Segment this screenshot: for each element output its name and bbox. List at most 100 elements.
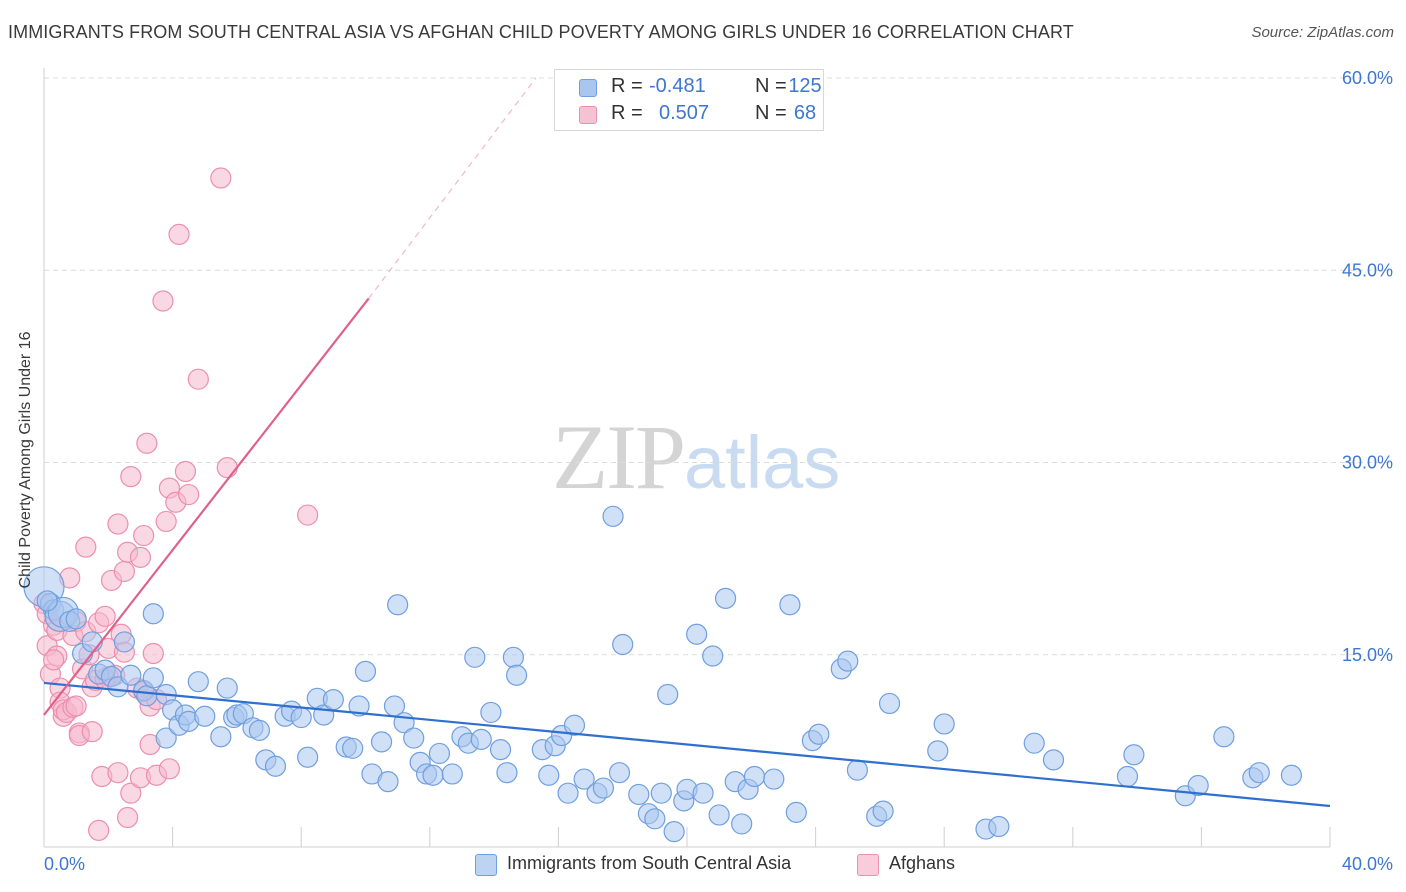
south-central-asia-point xyxy=(348,695,370,717)
watermark-zip: ZIP xyxy=(552,406,686,508)
south-central-asia-point xyxy=(1248,762,1270,784)
south-central-asia-point xyxy=(628,783,650,806)
afghans-point xyxy=(152,290,174,312)
south-central-asia-point xyxy=(470,728,492,750)
south-central-asia-point xyxy=(187,671,209,693)
n-label: N = xyxy=(755,75,787,97)
south-central-asia-point xyxy=(387,594,409,616)
south-central-asia-point xyxy=(663,821,685,843)
y-axis-label: Child Poverty Among Girls Under 16 xyxy=(17,331,34,589)
south-central-asia-point xyxy=(464,646,486,668)
south-central-asia-point xyxy=(608,762,631,784)
afghans-point xyxy=(94,605,116,627)
afghans-point xyxy=(107,762,129,784)
south-central-asia-point xyxy=(194,705,216,727)
south-central-asia-point xyxy=(538,764,560,786)
south-central-asia-point xyxy=(441,763,463,785)
south-central-asia-point xyxy=(120,664,142,686)
south-central-asia-point xyxy=(342,737,364,759)
afghans-point xyxy=(178,483,200,506)
south-central-asia-point xyxy=(557,782,579,804)
south-central-asia-point xyxy=(1042,749,1065,771)
south-central-asia-point xyxy=(1213,726,1235,748)
south-central-asia-point xyxy=(216,677,238,699)
south-central-asia-point xyxy=(264,755,287,777)
n-value: 68 xyxy=(793,102,817,124)
trend-lines xyxy=(43,77,1331,808)
south-central-asia-point xyxy=(779,594,801,616)
afghans-point xyxy=(116,806,139,829)
afghans-point xyxy=(75,536,97,558)
y-tick-label: 45.0% xyxy=(1342,260,1393,280)
south-central-asia-point xyxy=(846,759,868,781)
grid-layer xyxy=(44,77,1392,656)
afghans-point xyxy=(174,460,197,483)
south-central-asia-point xyxy=(988,815,1010,838)
south-central-asia-point xyxy=(785,801,807,823)
south-central-asia-point xyxy=(872,800,894,822)
south-central-asia-point xyxy=(480,701,502,724)
south-central-asia-point xyxy=(136,685,158,707)
blue-swatch xyxy=(579,79,597,97)
axis-layer xyxy=(43,68,1331,848)
legend-label: Immigrants from South Central Asia xyxy=(507,853,792,873)
afghans-point xyxy=(43,649,65,671)
trend-line-afghans-extension xyxy=(368,77,537,299)
south-central-asia-point xyxy=(370,731,393,753)
source-label: Source: ZipAtlas.com xyxy=(1251,24,1394,41)
south-central-asia-point xyxy=(1116,765,1139,788)
south-central-asia-point xyxy=(763,768,785,790)
south-central-asia-point xyxy=(113,631,135,653)
south-central-asia-point xyxy=(81,631,103,653)
south-central-asia-point xyxy=(933,713,955,735)
south-central-asia-point xyxy=(290,706,312,729)
south-central-asia-point xyxy=(422,764,444,786)
south-central-asia-point xyxy=(563,714,586,736)
south-central-asia-point xyxy=(489,738,512,761)
afghans-point xyxy=(155,510,177,533)
south-central-asia-point xyxy=(1187,774,1209,797)
south-central-asia-point xyxy=(602,505,624,527)
south-central-asia-point xyxy=(714,587,737,609)
south-central-asia-point xyxy=(702,645,724,667)
south-central-asia-point xyxy=(692,782,714,804)
south-central-asia-point xyxy=(142,667,164,689)
pink-swatch xyxy=(579,106,597,124)
south-central-asia-point xyxy=(644,808,666,830)
r-value: 0.507 xyxy=(659,102,710,124)
south-central-asia-point xyxy=(708,804,730,826)
south-central-asia-point xyxy=(878,692,901,715)
afghans-point xyxy=(113,560,135,583)
n-value: 125 xyxy=(788,75,822,97)
legend-swatch-blue xyxy=(475,854,497,876)
south-central-asia-point xyxy=(927,740,949,762)
south-central-asia-point xyxy=(686,623,708,645)
south-central-asia-point xyxy=(377,771,399,793)
afghans-point xyxy=(297,504,319,526)
south-central-asia-points xyxy=(23,505,1303,843)
afghans-point xyxy=(107,513,129,535)
y-tick-label: 15.0% xyxy=(1342,645,1393,665)
afghans-point xyxy=(216,457,238,479)
afghans-point xyxy=(210,167,232,189)
afghans-point xyxy=(168,223,190,245)
afghans-point xyxy=(88,819,110,841)
correlation-stats-box: R = -0.481 N = 125 R = 0.507 N = 68 xyxy=(554,69,824,131)
legend-label: Afghans xyxy=(889,853,956,873)
afghans-point xyxy=(129,546,152,568)
x-tick-label: 40.0% xyxy=(1342,854,1393,874)
south-central-asia-point xyxy=(142,603,164,625)
y-tick-label: 60.0% xyxy=(1342,68,1393,88)
south-central-asia-point xyxy=(837,650,859,672)
n-label: N = xyxy=(755,102,787,124)
x-tick-label: 0.0% xyxy=(44,854,85,874)
south-central-asia-point xyxy=(496,762,518,784)
south-central-asia-point xyxy=(502,646,524,668)
south-central-asia-point xyxy=(808,723,830,745)
y-tick-label: 30.0% xyxy=(1342,453,1393,473)
south-central-asia-point xyxy=(657,683,679,706)
trend-line-south-central-asia xyxy=(43,681,1331,808)
south-central-asia-point xyxy=(297,746,319,768)
south-central-asia-point xyxy=(210,726,232,748)
afghans-point xyxy=(187,368,209,390)
